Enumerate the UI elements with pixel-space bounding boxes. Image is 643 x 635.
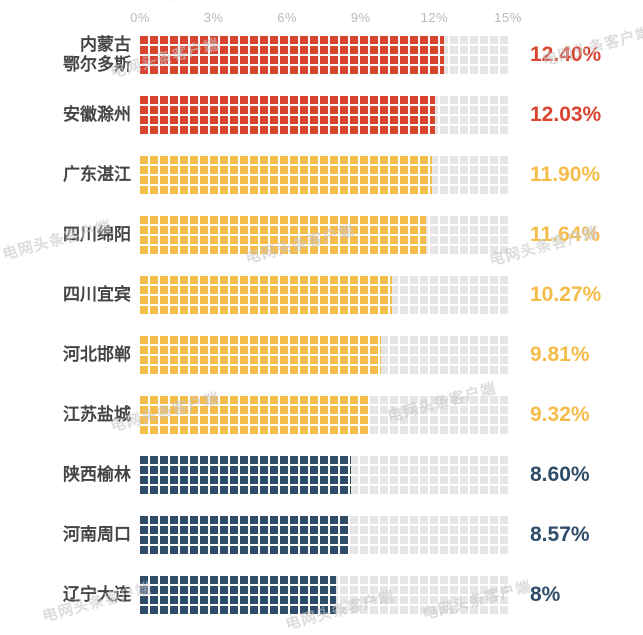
bar-track xyxy=(140,216,508,254)
row-label: 辽宁大连 xyxy=(63,585,131,604)
axis-tick: 9% xyxy=(350,10,371,25)
chart-row: 安徽滁州 12.03% xyxy=(10,96,643,134)
chart-row: 河南周口 8.57% xyxy=(10,516,643,554)
row-value: 10.27% xyxy=(530,283,602,306)
row-label: 陕西榆林 xyxy=(63,465,131,484)
bar-track xyxy=(140,396,508,434)
axis-tick: 3% xyxy=(203,10,224,25)
row-value: 9.81% xyxy=(530,343,590,366)
row-label: 安徽滁州 xyxy=(63,105,131,124)
row-label: 内蒙古 鄂尔多斯 xyxy=(63,35,131,74)
chart-row: 广东湛江 11.90% xyxy=(10,156,643,194)
x-axis: 0% 3% 6% 9% 12% 15% xyxy=(10,8,643,36)
bar-track xyxy=(140,96,508,134)
row-label: 四川宜宾 xyxy=(63,285,131,304)
row-value: 11.64% xyxy=(530,223,601,246)
chart-row: 四川绵阳 11.64% xyxy=(10,216,643,254)
row-label: 江苏盐城 xyxy=(63,405,131,424)
bar-fill xyxy=(140,396,369,434)
bar-track xyxy=(140,276,508,314)
chart-row: 四川宜宾 10.27% xyxy=(10,276,643,314)
bar-fill xyxy=(140,36,445,74)
row-label: 河北邯郸 xyxy=(63,345,131,364)
row-value: 9.32% xyxy=(530,403,590,426)
axis-tick: 0% xyxy=(130,10,150,25)
bar-fill xyxy=(140,276,392,314)
row-value: 8.57% xyxy=(530,523,590,546)
bar-track xyxy=(140,36,508,74)
chart-row: 河北邯郸 9.81% xyxy=(10,336,643,374)
bar-fill xyxy=(140,156,432,194)
bar-track xyxy=(140,156,508,194)
row-label: 四川绵阳 xyxy=(63,225,131,244)
row-value: 8% xyxy=(530,583,561,606)
chart-row: 江苏盐城 9.32% xyxy=(10,396,643,434)
row-value: 12.40% xyxy=(530,43,602,66)
row-label: 河南周口 xyxy=(63,525,131,544)
waffle-bar-chart: 0% 3% 6% 9% 12% 15% 内蒙古 鄂尔多斯 12.40% 安徽滁州 12.0… xyxy=(10,8,643,614)
axis-tick: 12% xyxy=(420,10,449,25)
bar-track xyxy=(140,456,508,494)
row-value: 11.90% xyxy=(530,163,601,186)
bar-fill xyxy=(140,216,426,254)
chart-rows: 内蒙古 鄂尔多斯 12.40% 安徽滁州 12.03% 广东湛江 11.90% … xyxy=(10,35,643,614)
bar-fill xyxy=(140,516,351,554)
bar-track xyxy=(140,576,508,614)
bar-fill xyxy=(140,96,436,134)
chart-row: 辽宁大连 8% xyxy=(10,576,643,614)
bar-fill xyxy=(140,576,337,614)
bar-fill xyxy=(140,336,381,374)
bar-track xyxy=(140,516,508,554)
row-value: 8.60% xyxy=(530,463,590,486)
row-label: 广东湛江 xyxy=(63,165,131,184)
row-value: 12.03% xyxy=(530,103,602,126)
bar-fill xyxy=(140,456,351,494)
bar-track xyxy=(140,336,508,374)
axis-tick: 15% xyxy=(494,10,522,25)
chart-row: 内蒙古 鄂尔多斯 12.40% xyxy=(10,35,643,74)
chart-row: 陕西榆林 8.60% xyxy=(10,456,643,494)
axis-tick: 6% xyxy=(277,10,298,25)
